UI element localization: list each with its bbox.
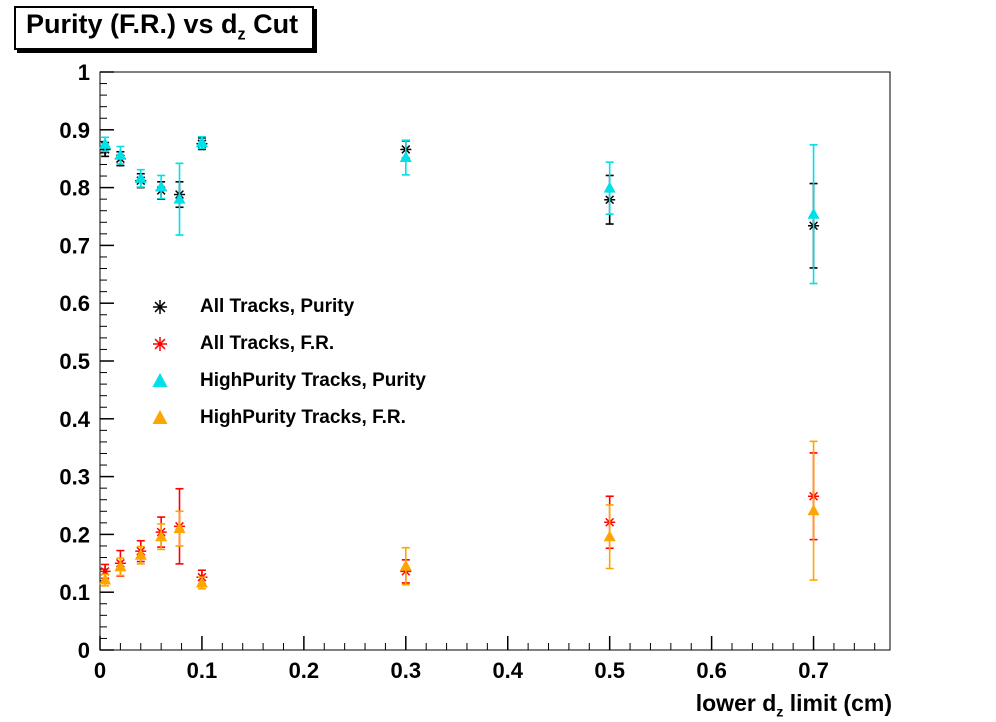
- x-axis-title: lower dz limit (cm): [696, 690, 892, 721]
- x-tick-label: 0: [94, 658, 106, 683]
- legend-label: All Tracks, F.R.: [200, 332, 335, 354]
- marker-triangle: [603, 181, 616, 193]
- y-tick-label: 0.8: [59, 176, 90, 201]
- x-tick-label: 0.2: [289, 658, 320, 683]
- series-highpurity-tracks-f-r: [99, 440, 820, 590]
- series-highpurity-tracks-purity: [99, 135, 820, 285]
- y-tick-label: 0: [78, 638, 90, 663]
- legend-label: HighPurity Tracks, F.R.: [200, 406, 406, 428]
- legend-item: All Tracks, F.R.: [150, 325, 426, 362]
- marker-triangle: [155, 180, 168, 192]
- plot-frame: [99, 71, 891, 651]
- marker-triangle: [114, 560, 127, 572]
- marker-triangle: [195, 136, 208, 148]
- y-tick-label: 0.4: [59, 407, 90, 432]
- marker-triangle: [152, 372, 168, 387]
- chart-title-text-post: Cut: [245, 9, 299, 39]
- marker-triangle: [173, 522, 186, 534]
- marker-triangle: [134, 548, 147, 560]
- y-tick-label: 0.7: [59, 233, 90, 258]
- marker-triangle: [114, 148, 127, 160]
- marker-triangle: [603, 530, 616, 542]
- marker-asterisk: [154, 301, 166, 312]
- legend-marker: [152, 409, 168, 424]
- y-tick-label: 0.5: [59, 349, 90, 374]
- legend-item: HighPurity Tracks, F.R.: [150, 399, 426, 436]
- marker-triangle: [155, 530, 168, 542]
- x-axis-title-subscript: z: [776, 704, 784, 721]
- marker-triangle: [807, 504, 820, 516]
- legend-marker: [152, 372, 168, 387]
- marker-triangle: [807, 207, 820, 219]
- legend-label: HighPurity Tracks, Purity: [200, 369, 426, 391]
- legend-item: All Tracks, Purity: [150, 288, 426, 325]
- legend-marker: [153, 336, 167, 351]
- marker-triangle: [195, 576, 208, 588]
- x-tick-label: 0.1: [187, 658, 218, 683]
- marker-triangle: [134, 171, 147, 183]
- marker-triangle: [399, 559, 412, 571]
- chart-title: Purity (F.R.) vs dz Cut: [14, 6, 315, 51]
- chart-title-text: Purity (F.R.) vs d: [26, 9, 238, 39]
- y-tick-label: 1: [78, 60, 90, 85]
- chart-title-subscript: z: [237, 25, 246, 44]
- legend: All Tracks, Purity All Tracks, F.R. High…: [150, 288, 426, 436]
- y-tick-label: 0.3: [59, 465, 90, 490]
- marker-triangle: [99, 137, 112, 149]
- x-axis-title-text: lower d: [695, 690, 777, 716]
- marker-triangle: [399, 151, 412, 163]
- legend-item: HighPurity Tracks, Purity: [150, 362, 426, 399]
- x-tick-label: 0.6: [696, 658, 727, 683]
- x-axis-title-text-post: limit (cm): [783, 690, 892, 716]
- marker-triangle: [173, 192, 186, 204]
- y-tick-label: 0.6: [59, 291, 90, 316]
- y-tick-label: 0.1: [59, 580, 90, 605]
- y-tick-label: 0.2: [59, 522, 90, 547]
- legend-label: All Tracks, Purity: [200, 295, 355, 317]
- marker-asterisk: [154, 338, 166, 349]
- x-tick-label: 0.4: [492, 658, 523, 683]
- x-axis: 0 0.1 0.2 0.3 0.4 0.5 0.6 0.7: [94, 636, 876, 683]
- x-tick-label: 0.7: [798, 658, 829, 683]
- y-tick-label: 0.9: [59, 118, 90, 143]
- x-tick-label: 0.3: [391, 658, 422, 683]
- legend-marker: [153, 299, 167, 314]
- marker-triangle: [99, 573, 112, 585]
- marker-triangle: [152, 409, 168, 424]
- x-tick-label: 0.5: [594, 658, 625, 683]
- y-axis: 0 0.1 0.2 0.3 0.4 0.5 0.6 0.7 0.8 0.9 1: [59, 60, 114, 663]
